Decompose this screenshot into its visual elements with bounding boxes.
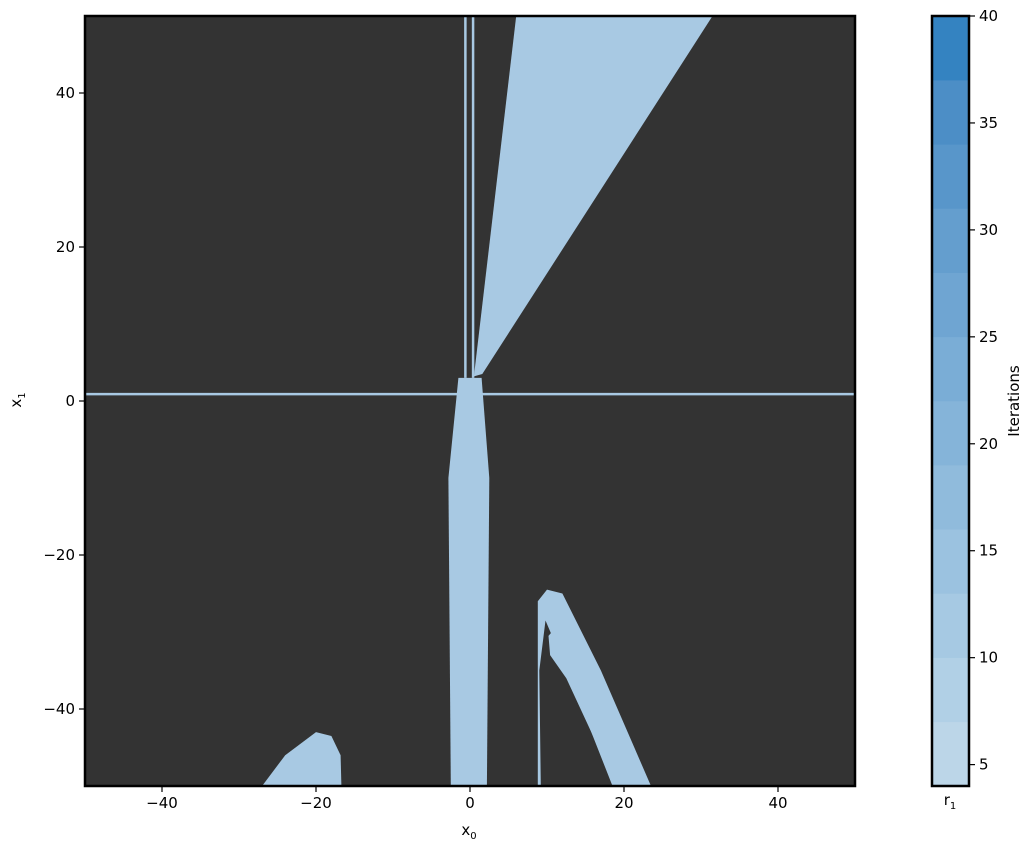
colorbar-tick-label: 20	[979, 435, 998, 453]
colorbar-band	[931, 336, 970, 402]
colorbar-tick-label: 10	[979, 649, 998, 667]
x-tick-label: 40	[768, 794, 787, 812]
colorbar-tick-label: 25	[979, 328, 998, 346]
colorbar-frame	[930, 14, 971, 788]
colorbar-tick-label: 15	[979, 542, 998, 560]
colorbar-band	[931, 208, 970, 273]
colorbar-tick-label: 40	[979, 7, 998, 25]
basin-region-lower-right-inner-band	[548, 624, 624, 786]
colorbar-band	[931, 593, 970, 658]
x-tick-label: 20	[614, 794, 633, 812]
basin-region-central-column	[448, 377, 490, 786]
colorbar-band	[931, 657, 970, 723]
y-tick-label: −20	[43, 546, 75, 564]
colorbar-band	[931, 79, 970, 145]
colorbar-band	[931, 529, 970, 594]
plot-area	[83, 14, 857, 788]
colorbar-tick-label: 5	[979, 756, 989, 774]
y-tick-label: −40	[43, 700, 75, 718]
y-axis: 40 20 0 −20 −40	[43, 84, 85, 718]
x-tick-label: −40	[146, 794, 178, 812]
basin-region-lower-left-lobe	[262, 732, 342, 786]
colorbar: 5 10 15 20 25 30 35 40	[930, 7, 998, 788]
colorbar-band	[931, 15, 970, 81]
colorbar-band	[931, 721, 970, 787]
y-tick-label: 0	[65, 392, 75, 410]
x-axis-label: x0	[461, 821, 476, 842]
colorbar-band	[931, 144, 970, 209]
y-tick-label: 20	[56, 238, 75, 256]
basin-region-upper-wedge	[473, 16, 713, 377]
colorbar-band	[931, 464, 970, 530]
colorbar-tick-label: 30	[979, 221, 998, 239]
colorbar-band	[931, 400, 970, 466]
x-tick-label: −20	[300, 794, 332, 812]
colorbar-sublabel: r1	[944, 791, 957, 812]
colorbar-tick-label: 35	[979, 114, 998, 132]
colorbar-label: Iterations	[1005, 365, 1023, 437]
x-axis: −40 −20 0 20 40	[146, 786, 788, 812]
colorbar-band	[931, 272, 970, 338]
y-axis-label: x1	[7, 392, 28, 407]
x-tick-label: 0	[465, 794, 475, 812]
y-tick-label: 40	[56, 84, 75, 102]
